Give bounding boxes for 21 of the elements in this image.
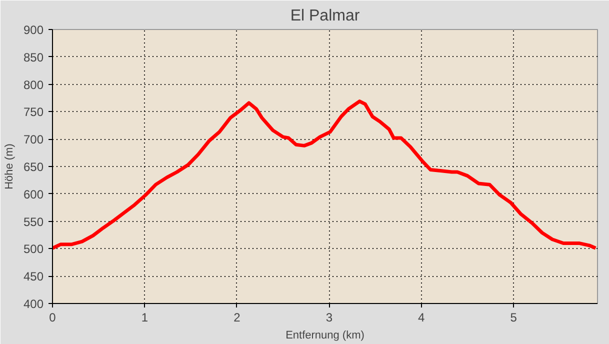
y-tick-label: 900	[23, 23, 44, 37]
y-tick-label: 800	[23, 78, 44, 92]
y-tick-label: 750	[23, 105, 44, 120]
x-tick-label: 4	[418, 310, 426, 324]
y-tick-label: 400	[23, 297, 44, 311]
chart-title: El Palmar	[290, 8, 360, 24]
y-tick-label: 550	[23, 214, 44, 229]
y-tick-label: 600	[23, 187, 44, 202]
x-tick-label: 3	[326, 310, 333, 324]
y-tick-label: 850	[23, 50, 44, 64]
x-axis-title: Entfernung (km)	[286, 330, 364, 342]
y-tick-label: 500	[23, 242, 44, 256]
y-tick-label: 700	[23, 132, 44, 147]
y-axis-title: Höhe (m)	[3, 144, 16, 190]
x-tick-label: 0	[49, 310, 56, 324]
line-series	[52, 100, 598, 250]
x-tick-label: 1	[141, 310, 148, 324]
x-tick-label: 5	[510, 310, 518, 324]
y-tick-label: 450	[23, 270, 44, 284]
y-tick-label: 650	[23, 160, 44, 174]
x-tick-label: 2	[234, 310, 241, 324]
